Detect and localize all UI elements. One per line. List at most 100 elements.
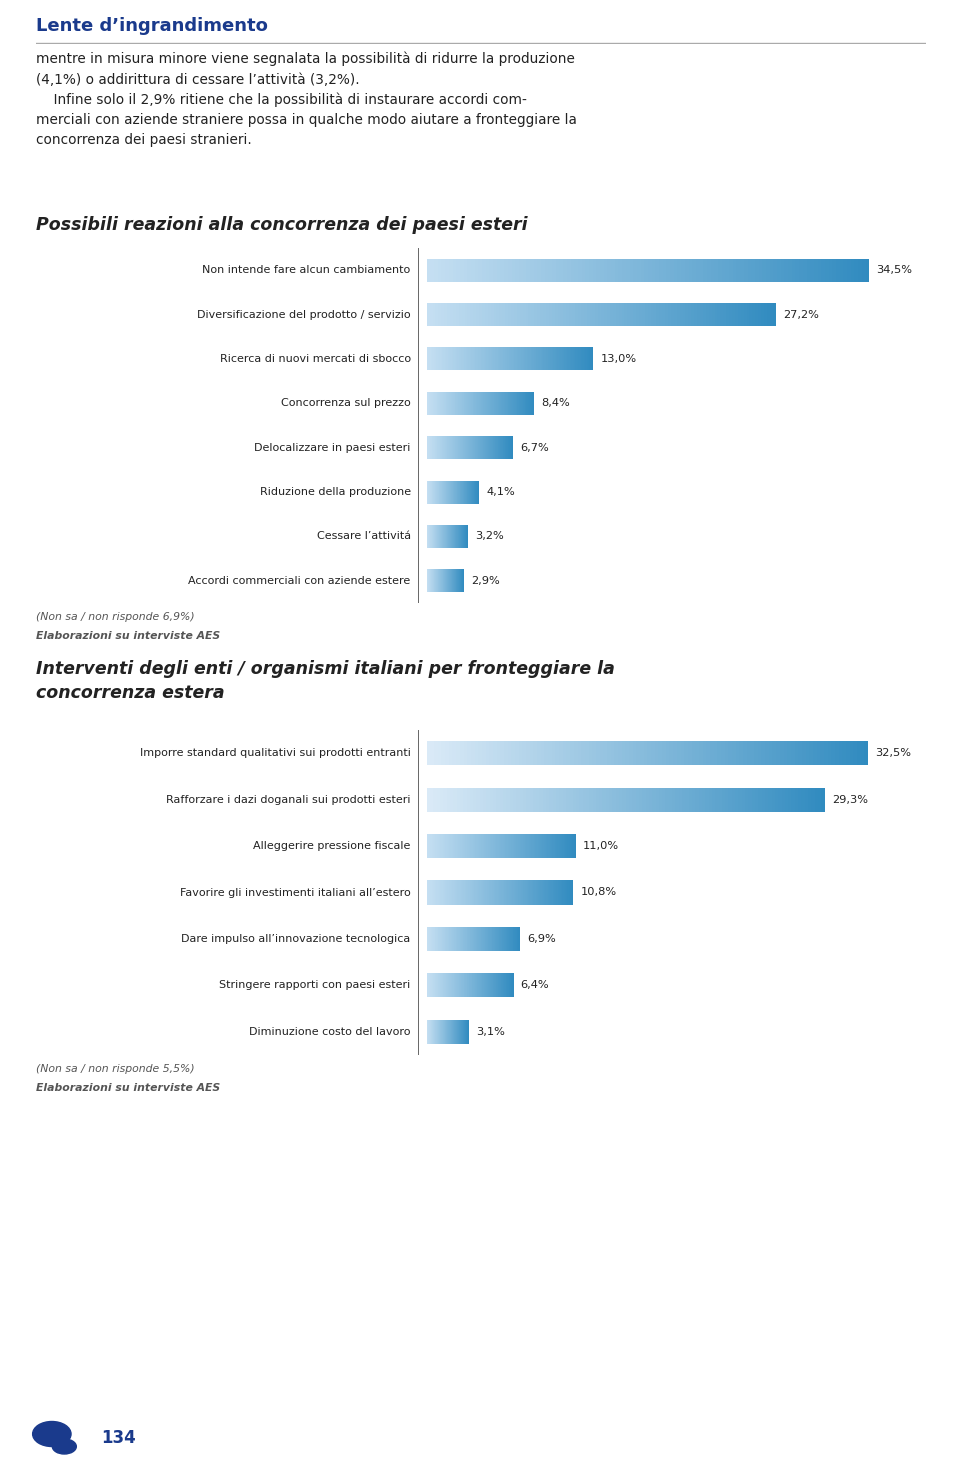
Bar bbox=[470, 742, 474, 765]
Bar bbox=[548, 881, 549, 904]
Bar bbox=[688, 259, 692, 282]
Bar bbox=[511, 303, 514, 326]
Text: 34,5%: 34,5% bbox=[876, 265, 912, 275]
Bar bbox=[447, 347, 449, 370]
Bar bbox=[500, 259, 504, 282]
Bar bbox=[473, 881, 474, 904]
Bar bbox=[471, 834, 472, 859]
Bar bbox=[767, 303, 770, 326]
Bar bbox=[522, 834, 524, 859]
Bar bbox=[474, 347, 475, 370]
Bar bbox=[552, 303, 555, 326]
Bar bbox=[468, 347, 469, 370]
Bar bbox=[533, 347, 534, 370]
Bar bbox=[438, 881, 439, 904]
Bar bbox=[568, 881, 569, 904]
Bar bbox=[758, 303, 761, 326]
Bar bbox=[695, 787, 699, 812]
Bar bbox=[545, 347, 546, 370]
Bar bbox=[566, 303, 569, 326]
Bar bbox=[615, 303, 618, 326]
Bar bbox=[758, 787, 761, 812]
Bar bbox=[704, 259, 707, 282]
Bar bbox=[555, 881, 556, 904]
Bar bbox=[566, 259, 570, 282]
Bar bbox=[444, 303, 447, 326]
Bar bbox=[546, 347, 547, 370]
Bar bbox=[446, 834, 448, 859]
Bar bbox=[545, 834, 546, 859]
Bar bbox=[514, 881, 515, 904]
Bar bbox=[732, 303, 735, 326]
Bar bbox=[433, 834, 434, 859]
Bar bbox=[777, 259, 780, 282]
Bar bbox=[574, 347, 575, 370]
Bar bbox=[504, 834, 505, 859]
Text: Possibili reazioni alla concorrenza dei paesi esteri: Possibili reazioni alla concorrenza dei … bbox=[36, 217, 528, 234]
Bar bbox=[525, 347, 527, 370]
Bar bbox=[770, 259, 774, 282]
Bar bbox=[442, 881, 443, 904]
Bar bbox=[669, 742, 673, 765]
Text: Rafforzare i dazi doganali sui prodotti esteri: Rafforzare i dazi doganali sui prodotti … bbox=[166, 794, 411, 805]
Bar bbox=[496, 787, 499, 812]
Bar bbox=[703, 303, 706, 326]
Bar bbox=[564, 259, 566, 282]
Bar bbox=[729, 787, 732, 812]
Bar bbox=[491, 834, 492, 859]
Bar bbox=[508, 259, 512, 282]
Bar bbox=[458, 834, 459, 859]
Bar bbox=[522, 742, 526, 765]
Bar bbox=[488, 347, 490, 370]
Bar bbox=[550, 347, 552, 370]
Bar bbox=[546, 303, 549, 326]
Bar bbox=[496, 834, 497, 859]
Bar bbox=[563, 834, 564, 859]
Bar bbox=[682, 259, 684, 282]
Bar bbox=[697, 303, 700, 326]
Bar bbox=[648, 303, 651, 326]
Bar bbox=[534, 259, 538, 282]
Bar bbox=[749, 787, 752, 812]
Bar bbox=[473, 303, 476, 326]
Bar bbox=[788, 259, 792, 282]
Bar bbox=[433, 787, 437, 812]
Bar bbox=[505, 303, 508, 326]
Bar bbox=[586, 787, 589, 812]
Bar bbox=[669, 787, 672, 812]
Bar bbox=[835, 742, 839, 765]
Bar bbox=[744, 303, 747, 326]
Bar bbox=[474, 259, 478, 282]
Bar bbox=[430, 742, 434, 765]
Bar bbox=[818, 787, 822, 812]
Bar bbox=[448, 742, 452, 765]
Bar bbox=[775, 787, 779, 812]
Bar bbox=[518, 742, 522, 765]
Bar bbox=[531, 881, 532, 904]
Bar bbox=[607, 742, 611, 765]
Bar bbox=[457, 834, 458, 859]
Bar bbox=[656, 787, 659, 812]
Bar bbox=[429, 347, 431, 370]
Bar bbox=[521, 347, 522, 370]
Bar bbox=[426, 787, 430, 812]
Bar bbox=[526, 787, 530, 812]
Bar bbox=[575, 347, 577, 370]
Bar bbox=[513, 834, 514, 859]
Bar bbox=[482, 834, 483, 859]
Bar bbox=[438, 347, 440, 370]
Bar bbox=[575, 303, 578, 326]
Bar bbox=[685, 787, 688, 812]
Bar bbox=[679, 787, 682, 812]
Bar bbox=[700, 303, 703, 326]
Bar bbox=[765, 742, 769, 765]
Bar bbox=[521, 881, 522, 904]
Bar bbox=[482, 742, 486, 765]
Bar bbox=[538, 303, 540, 326]
Bar bbox=[475, 834, 476, 859]
Bar bbox=[514, 834, 516, 859]
Bar bbox=[479, 303, 482, 326]
Bar bbox=[684, 259, 688, 282]
Bar bbox=[805, 742, 809, 765]
Bar bbox=[566, 742, 570, 765]
